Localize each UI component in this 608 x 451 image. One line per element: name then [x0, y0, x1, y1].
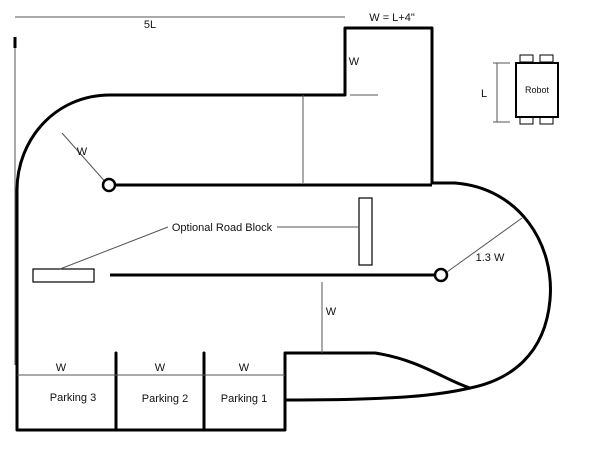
robot-wheel-top-left — [519, 54, 534, 63]
parking-2-label: Parking 2 — [142, 393, 188, 405]
road-block-vertical — [358, 197, 373, 266]
upper-pivot-circle — [101, 177, 117, 193]
robot-wheel-bottom-left — [519, 116, 534, 125]
label-robot: Robot — [525, 85, 550, 95]
label-w-parking1: W — [239, 362, 250, 374]
label-5l: 5L — [144, 19, 156, 31]
robot-wheel-top-right — [539, 54, 554, 63]
road-block-horizontal — [32, 268, 95, 283]
parking-3-label: Parking 3 — [50, 392, 96, 404]
label-robot-l: L — [481, 88, 487, 100]
label-w-top-box: W — [349, 56, 360, 68]
callout-line-left — [59, 226, 169, 270]
label-w-diagonal: W — [77, 146, 88, 158]
parking-1-label: Parking 1 — [221, 393, 267, 405]
label-w-parking2: W — [155, 362, 166, 374]
label-optional-road-block: Optional Road Block — [172, 222, 273, 234]
robot-wheel-bottom-right — [539, 116, 554, 125]
label-13w: 1.3 W — [476, 252, 505, 264]
radius-w-line — [61, 132, 109, 186]
parking-ramp-edge — [283, 351, 472, 402]
outer-track-wall — [15, 26, 552, 432]
label-w-vertical: W — [326, 306, 337, 318]
radius-13w-line — [446, 217, 523, 273]
robot-body — [515, 62, 559, 118]
lower-pivot-circle — [433, 267, 449, 283]
label-w-parking3: W — [56, 362, 67, 374]
label-width-eq: W = L+4" — [369, 12, 415, 24]
